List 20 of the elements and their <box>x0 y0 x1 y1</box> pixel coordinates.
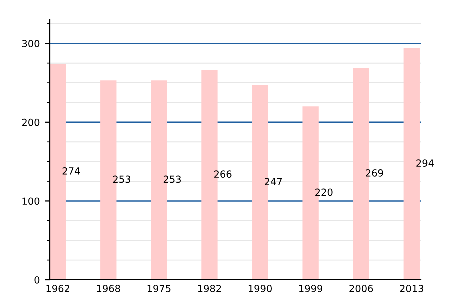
x-tick-label: 1975 <box>148 285 171 292</box>
data-label: 274 <box>62 168 80 175</box>
x-tick-label: 2006 <box>350 285 374 292</box>
y-tick-label: 100 <box>22 198 40 206</box>
x-tick-label: 1968 <box>97 285 120 292</box>
y-tick-label: 200 <box>22 118 40 126</box>
x-tick-label: 2013 <box>400 285 424 292</box>
data-label: 294 <box>416 160 434 168</box>
x-tick-label: 1962 <box>46 285 70 292</box>
data-label: 247 <box>265 178 282 186</box>
y-tick-label: 300 <box>22 40 40 48</box>
x-tick-label: 1999 <box>300 285 322 292</box>
data-label: 253 <box>113 176 130 184</box>
data-label: 253 <box>164 176 181 184</box>
data-label: 266 <box>214 170 232 178</box>
y-tick-label: 0 <box>34 276 40 284</box>
data-label: 220 <box>316 188 333 196</box>
data-label: 269 <box>366 169 384 177</box>
x-tick-label: 1982 <box>198 285 222 292</box>
x-tick-label: 1990 <box>248 285 272 292</box>
